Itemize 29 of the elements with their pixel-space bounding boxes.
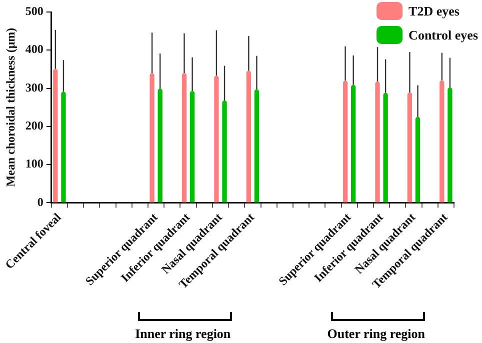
- y-axis-title: Mean choroidal thickness (μm): [3, 28, 18, 187]
- text: Inner ring region: [135, 326, 231, 342]
- y-tick-label: 300: [25, 80, 44, 94]
- bar: [182, 73, 187, 202]
- legend-label: T2D eyes: [408, 3, 460, 18]
- y-tick-label: 100: [25, 156, 44, 171]
- bar: [407, 92, 412, 202]
- y-tick-label: 200: [25, 118, 44, 133]
- bar: [440, 80, 444, 202]
- bar: [342, 80, 348, 202]
- bar: [375, 81, 380, 202]
- text: Outer ring region: [327, 326, 425, 342]
- y-tick-label: 0: [37, 194, 44, 209]
- bar: [150, 73, 154, 202]
- bar: [415, 116, 420, 202]
- bar: [351, 84, 356, 202]
- bar: [158, 88, 162, 202]
- y-tick-label: 500: [25, 4, 44, 18]
- bar: [190, 90, 195, 202]
- bar: [246, 70, 252, 202]
- bar: [448, 88, 452, 202]
- legend-label: Control eyes: [408, 27, 478, 42]
- bar: [222, 100, 227, 202]
- y-tick-label: 400: [25, 42, 44, 56]
- bar: [254, 89, 260, 202]
- bar: [53, 68, 58, 202]
- bar: [383, 92, 388, 202]
- bar: [61, 92, 66, 202]
- bar: [214, 76, 219, 202]
